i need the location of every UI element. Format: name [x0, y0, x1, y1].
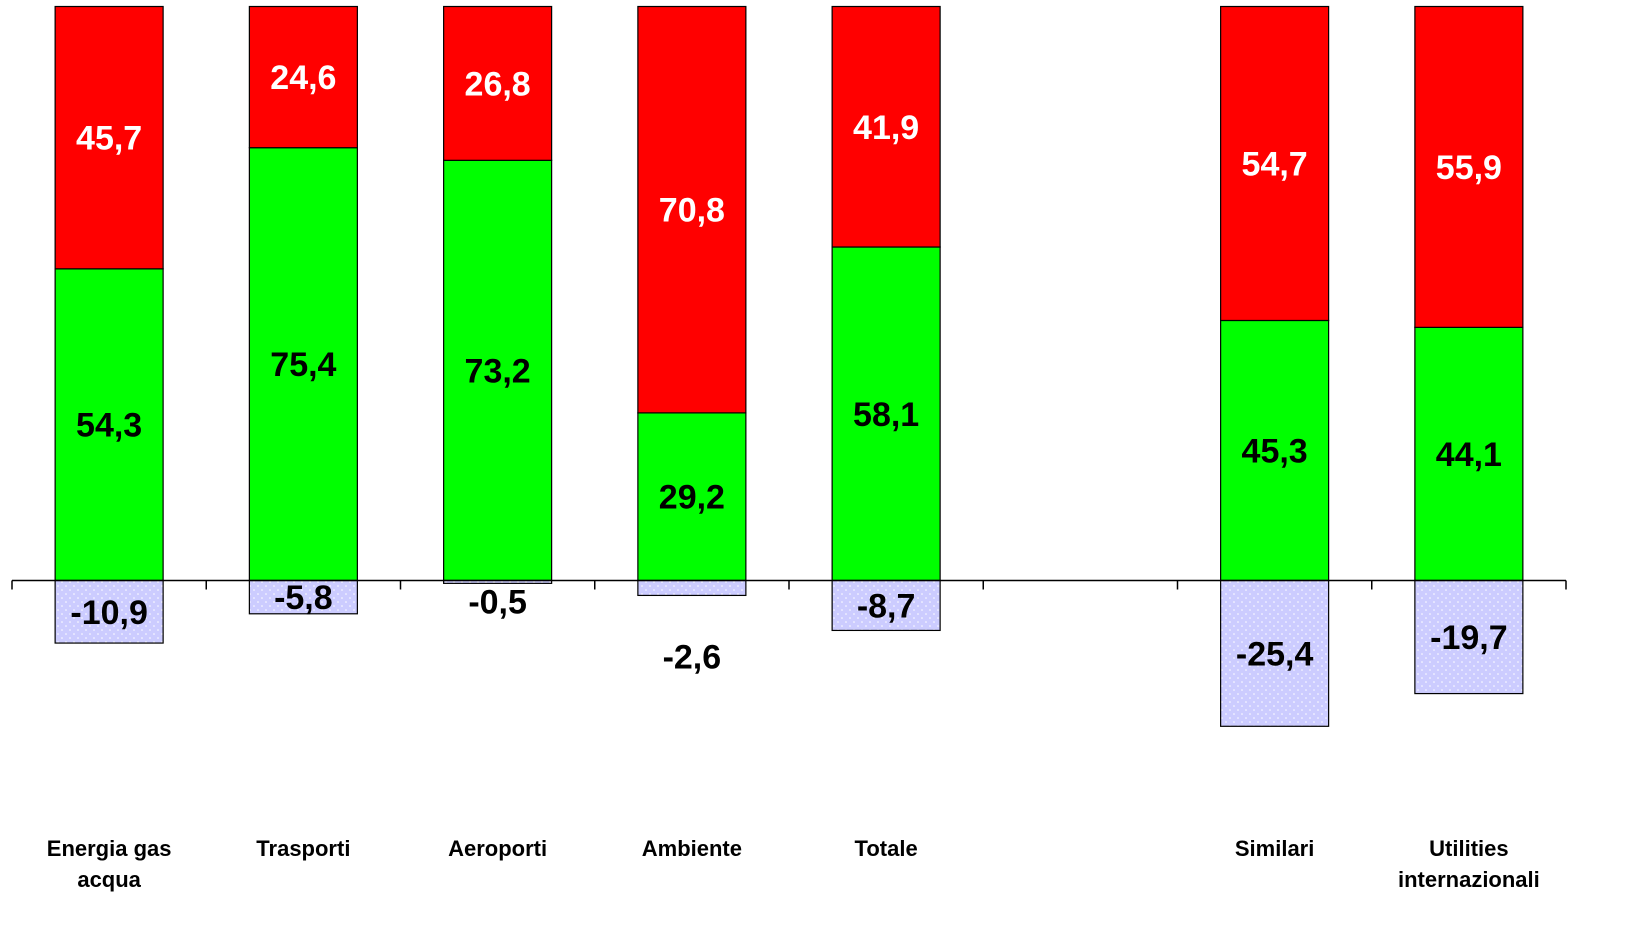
value-label-3-cat-5: -8,7: [857, 587, 916, 625]
value-label-1-cat-3: 73,2: [465, 352, 531, 390]
category-label-1-line-1: Energia gas: [47, 836, 172, 861]
value-label-1-cat-2: 75,4: [270, 346, 336, 384]
value-label-1-cat-1: 54,3: [76, 407, 142, 445]
bar-segment-2-cat-5: [831, 5, 941, 248]
category-label-7-line-1: Similari: [1235, 836, 1314, 861]
value-label-3-cat-4: -2,6: [663, 639, 722, 677]
bar-segment-3-cat-2: [248, 579, 358, 615]
value-label-2-cat-2: 24,6: [270, 59, 336, 97]
bar-segment-2-cat-2: [248, 5, 358, 149]
value-label-2-cat-1: 45,7: [76, 120, 142, 158]
category-label-2-line-1: Trasporti: [256, 836, 350, 861]
bar-segment-3-cat-8: [1414, 579, 1524, 695]
category-label-8-line-1: Utilities: [1429, 836, 1508, 861]
value-label-3-cat-3: -0,5: [468, 583, 527, 621]
category-labels-layer: Energia gas acqua Trasporti Aeroporti Ambien…: [47, 836, 1540, 892]
category-label-5-line-1: Totale: [855, 836, 918, 861]
value-label-3-cat-8: -19,7: [1430, 619, 1508, 657]
category-label-8-line-2: internazionali: [1398, 867, 1540, 892]
category-label-1-line-2: acqua: [77, 867, 141, 892]
value-label-3-cat-1: -10,9: [70, 594, 148, 632]
bar-segment-1-cat-5: [831, 246, 941, 582]
bar-segment-1-cat-7: [1220, 319, 1330, 582]
value-label-1-cat-8: 44,1: [1436, 436, 1502, 474]
bar-segment-1-cat-4: [637, 412, 747, 582]
category-label-3-line-1: Aeroporti: [448, 836, 547, 861]
bar-segment-2-cat-7: [1220, 5, 1330, 322]
category-label-4-line-1: Ambiente: [642, 836, 742, 861]
value-label-2-cat-4: 70,8: [659, 192, 725, 230]
bars-layer: [54, 5, 1524, 727]
value-label-2-cat-5: 41,9: [853, 109, 919, 147]
bar-segment-1-cat-2: [248, 147, 358, 582]
value-label-1-cat-5: 58,1: [853, 396, 919, 434]
bar-segment-2-cat-3: [443, 5, 553, 161]
value-label-2-cat-7: 54,7: [1242, 145, 1308, 183]
value-label-3-cat-2: -5,8: [274, 579, 333, 617]
bar-segment-2-cat-1: [54, 5, 164, 270]
bar-segment-1-cat-1: [54, 268, 164, 582]
value-label-2-cat-3: 26,8: [465, 65, 531, 103]
value-label-1-cat-4: 29,2: [659, 479, 725, 517]
bar-segment-3-cat-5: [831, 579, 941, 632]
bar-segment-3-cat-4: [637, 579, 747, 597]
bar-segment-2-cat-4: [637, 5, 747, 414]
value-label-1-cat-7: 45,3: [1242, 432, 1308, 470]
value-labels-layer: 54,3 45,7 -10,9 75,4 24,6 -5,8 73,2 26,8 -0,5 29,…: [70, 59, 1507, 676]
bar-segment-2-cat-8: [1414, 5, 1524, 328]
value-label-2-cat-8: 55,9: [1436, 149, 1502, 187]
bar-segment-3-cat-7: [1220, 579, 1330, 727]
x-axis: [11, 579, 1567, 590]
value-label-3-cat-7: -25,4: [1236, 635, 1314, 673]
bar-segment-1-cat-8: [1414, 326, 1524, 582]
